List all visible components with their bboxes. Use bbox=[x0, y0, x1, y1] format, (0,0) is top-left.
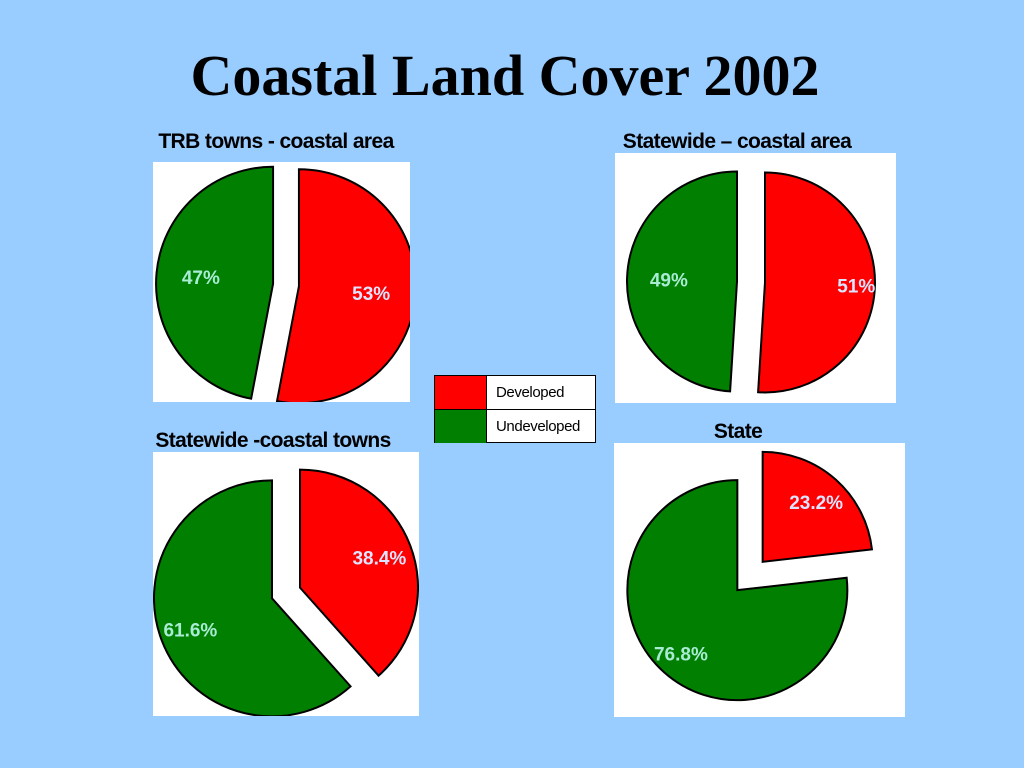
legend-label-developed: Developed bbox=[496, 384, 565, 401]
data-label-developed-statewide-coastal-area: 51% bbox=[837, 276, 875, 297]
data-label-undeveloped-statewide-coastal-towns: 61.6% bbox=[163, 620, 217, 641]
pie-slice-undeveloped-trb-towns bbox=[155, 165, 275, 400]
pie-slice-developed-trb-towns bbox=[275, 168, 410, 402]
data-label-undeveloped-statewide-coastal-area: 49% bbox=[650, 270, 688, 291]
pie-slice-developed-statewide-coastal-towns bbox=[299, 468, 419, 678]
pie-chart-state: 23.2% 76.8% bbox=[614, 443, 905, 717]
pie-slice-developed-statewide-coastal-area bbox=[757, 171, 876, 394]
data-label-developed-state: 23.2% bbox=[789, 493, 843, 514]
pie-chart-statewide-coastal-area: 51% 49% bbox=[615, 153, 896, 403]
chart-title-statewide-coastal-towns: Statewide -coastal towns bbox=[155, 429, 391, 452]
pie-chart-trb-towns: 53% 47% bbox=[153, 162, 410, 402]
pie-chart-statewide-coastal-towns: 38.4% 61.6% bbox=[153, 452, 419, 716]
chart-title-state: State bbox=[713, 420, 763, 443]
data-label-developed-statewide-coastal-towns: 38.4% bbox=[352, 548, 406, 569]
slide-title: Coastal Land Cover 2002 bbox=[190, 43, 820, 108]
chart-title-trb-towns: TRB towns - coastal area bbox=[158, 130, 394, 153]
legend-swatch-undeveloped bbox=[435, 410, 487, 443]
pie-slice-undeveloped-statewide-coastal-towns bbox=[153, 479, 352, 716]
legend: Developed Undeveloped bbox=[434, 375, 596, 443]
legend-swatch-developed bbox=[435, 376, 487, 409]
data-label-developed-trb-towns: 53% bbox=[352, 284, 390, 305]
pie-slice-undeveloped-state bbox=[626, 479, 849, 702]
pie-slice-undeveloped-statewide-coastal-area bbox=[626, 170, 739, 393]
pie-slice-developed-state bbox=[761, 450, 874, 563]
chart-title-statewide-coastal-area: Statewide – coastal area bbox=[622, 130, 852, 153]
data-label-undeveloped-trb-towns: 47% bbox=[182, 268, 220, 289]
legend-item-developed: Developed bbox=[435, 376, 595, 410]
data-label-undeveloped-state: 76.8% bbox=[654, 644, 708, 665]
legend-item-undeveloped: Undeveloped bbox=[435, 410, 595, 443]
legend-label-undeveloped: Undeveloped bbox=[496, 418, 581, 435]
